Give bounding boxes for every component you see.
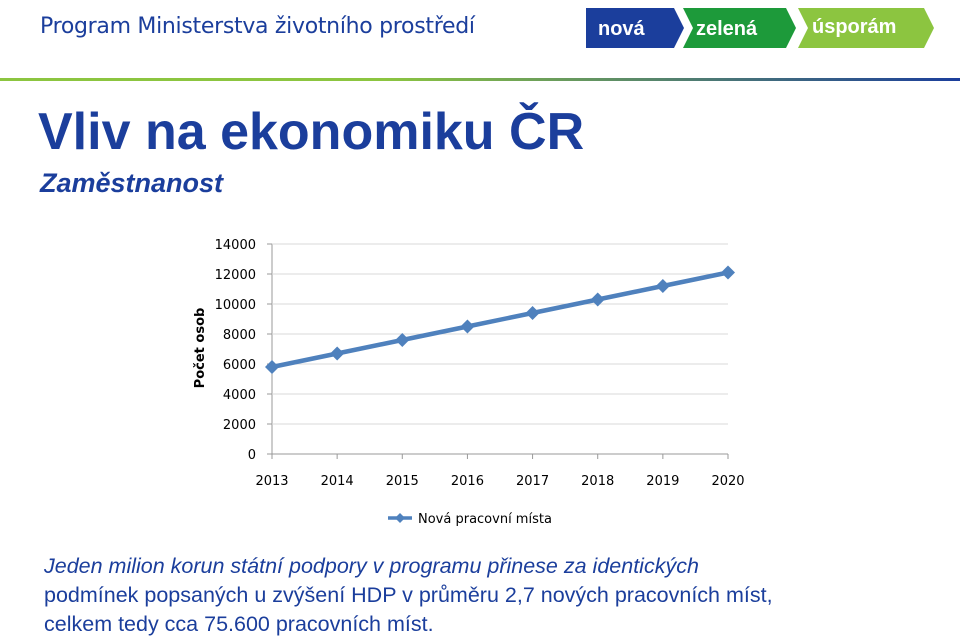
- logo-word-zelena: zelená: [696, 18, 758, 40]
- y-tick-label: 12000: [215, 268, 256, 283]
- x-tick-label: 2018: [581, 474, 614, 489]
- chart-series: [265, 265, 735, 374]
- slide-subtitle: Zaměstnanost: [40, 168, 224, 198]
- logo-word-usporam: úsporám: [812, 16, 896, 38]
- y-tick-label: 8000: [223, 328, 256, 343]
- chart-x-ticks: 2013 2014 2015 2016 2017 2018 2019 2020: [255, 474, 744, 489]
- data-point-marker: [395, 333, 410, 347]
- logo-arrow-zelena: [683, 8, 796, 48]
- x-tick-label: 2013: [255, 474, 288, 489]
- y-axis-label: Počet osob: [193, 308, 208, 389]
- data-point-marker: [265, 360, 279, 374]
- data-point-marker: [460, 319, 475, 334]
- summary-line-1: Jeden milion korun státní podpory v prog…: [44, 554, 699, 578]
- y-tick-label: 10000: [215, 298, 256, 313]
- slide-header: Program Ministerstva životního prostředí…: [0, 0, 960, 82]
- summary-line-2: podmínek popsaných u zvýšení HDP v průmě…: [44, 583, 773, 607]
- data-point-marker: [525, 306, 540, 320]
- data-point-marker: [721, 265, 735, 280]
- legend-swatch-marker: [395, 513, 405, 523]
- chart-legend: Nová pracovní místa: [388, 512, 552, 527]
- slide-title: Vliv na ekonomiku ČR: [38, 103, 585, 161]
- y-tick-label: 4000: [223, 388, 256, 403]
- data-point-marker: [655, 279, 670, 293]
- logo-arrow-usporam: [798, 8, 934, 48]
- legend-label: Nová pracovní místa: [418, 512, 552, 527]
- logo-arrow-nova: [586, 8, 684, 48]
- program-title: Program Ministerstva životního prostředí: [40, 14, 475, 39]
- summary-text: Jeden milion korun státní podpory v prog…: [44, 552, 944, 639]
- data-point-marker: [330, 346, 345, 361]
- summary-line-3: celkem tedy cca 75.600 pracovních míst.: [44, 612, 434, 636]
- header-rule: [0, 78, 960, 81]
- y-tick-label: 6000: [223, 358, 256, 373]
- x-tick-label: 2016: [451, 474, 484, 489]
- x-tick-label: 2017: [516, 474, 549, 489]
- chart-gridlines: [267, 243, 729, 459]
- y-tick-label: 2000: [223, 418, 256, 433]
- x-tick-label: 2015: [386, 474, 419, 489]
- logo-word-nova: nová: [598, 18, 646, 40]
- nova-zelena-usporam-logo: nová zelená úsporám: [586, 8, 934, 48]
- y-tick-label: 14000: [215, 238, 256, 253]
- x-tick-label: 2014: [321, 474, 354, 489]
- chart-y-ticks: 0 2000 4000 6000 8000 10000 12000 14000: [215, 238, 256, 463]
- y-tick-label: 0: [248, 448, 256, 463]
- data-point-marker: [590, 292, 605, 307]
- x-tick-label: 2020: [711, 474, 744, 489]
- series-line: [271, 270, 729, 370]
- x-tick-label: 2019: [646, 474, 679, 489]
